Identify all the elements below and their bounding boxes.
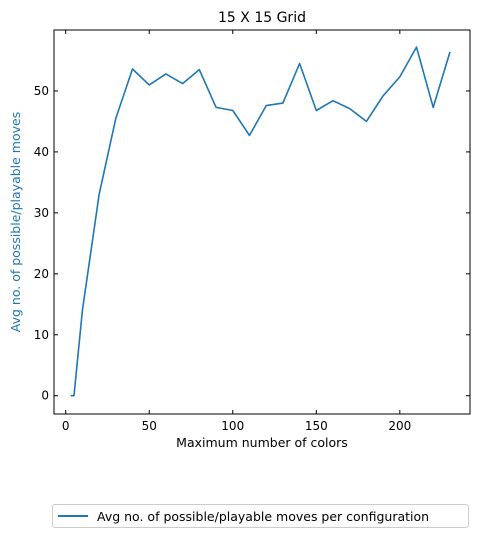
legend-line-swatch <box>58 515 88 517</box>
x-tick-label: 50 <box>142 419 157 433</box>
y-axis-label: Avg no. of possible/playable moves <box>8 112 23 332</box>
y-tick-label: 10 <box>34 328 49 342</box>
y-tick-label: 40 <box>34 145 49 159</box>
series-line <box>70 46 451 397</box>
x-tick-label: 0 <box>62 419 70 433</box>
plot-area <box>53 29 471 415</box>
chart-title: 15 X 15 Grid <box>218 10 306 26</box>
x-tick-label: 100 <box>221 419 244 433</box>
x-tick-label: 150 <box>305 419 328 433</box>
legend: Avg no. of possible/playable moves per c… <box>52 504 469 528</box>
y-tick-label: 50 <box>34 84 49 98</box>
legend-label: Avg no. of possible/playable moves per c… <box>97 508 430 524</box>
y-tick-label: 30 <box>34 206 49 220</box>
x-axis-label: Maximum number of colors <box>176 435 348 450</box>
y-tick-label: 0 <box>41 389 49 403</box>
y-tick-label: 20 <box>34 267 49 281</box>
x-tick-label: 200 <box>388 419 411 433</box>
